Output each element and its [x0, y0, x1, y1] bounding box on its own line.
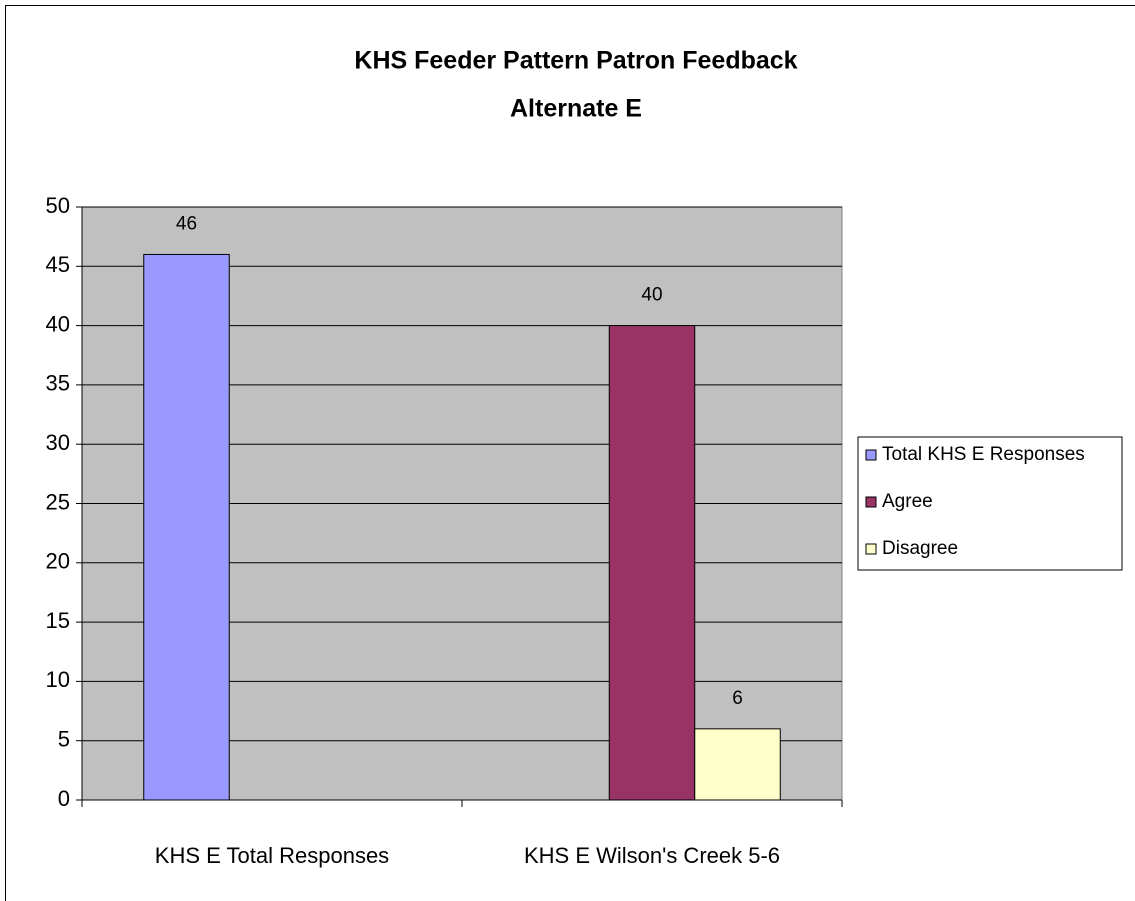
- bar: [608, 325, 696, 801]
- y-tick-label: 30: [46, 430, 70, 455]
- legend-swatch: [865, 449, 877, 461]
- y-tick-label: 45: [46, 252, 70, 277]
- data-label: 6: [732, 688, 743, 709]
- y-tick-label: 10: [46, 667, 70, 692]
- chart-title: KHS Feeder Pattern Patron Feedback: [354, 47, 797, 75]
- legend-swatch: [865, 543, 877, 555]
- chart-subtitle: Alternate E: [510, 95, 642, 123]
- y-tick-label: 20: [46, 549, 70, 574]
- y-tick-label: 15: [46, 608, 70, 633]
- x-tick-label: KHS E Total Responses: [155, 843, 389, 868]
- bar: [143, 253, 230, 801]
- bar: [694, 728, 781, 801]
- y-tick-label: 35: [46, 371, 70, 396]
- y-tick-label: 40: [46, 311, 70, 336]
- x-tick-label: KHS E Wilson's Creek 5-6: [524, 843, 780, 868]
- y-tick-label: 5: [58, 727, 70, 752]
- legend-swatch: [865, 496, 877, 508]
- data-label: 46: [176, 213, 197, 234]
- legend-label: Agree: [882, 491, 933, 512]
- legend-label: Total KHS E Responses: [882, 444, 1085, 465]
- data-label: 40: [641, 285, 662, 306]
- y-tick-label: 0: [58, 786, 70, 811]
- y-tick-label: 50: [46, 193, 70, 218]
- legend-label: Disagree: [882, 538, 958, 559]
- legend-box: [857, 436, 1123, 571]
- y-tick-label: 25: [46, 489, 70, 514]
